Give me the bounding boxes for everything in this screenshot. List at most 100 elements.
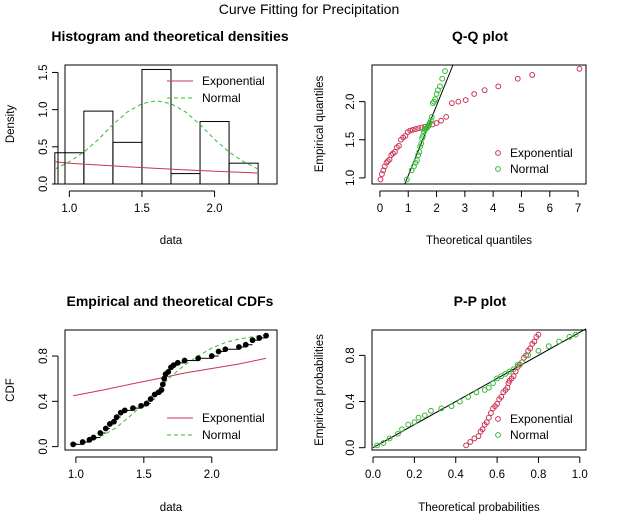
- qq-normal-point: [420, 133, 426, 139]
- qq-exponential-point: [409, 126, 416, 133]
- pp-legend-normal-marker: [495, 432, 501, 438]
- qq-exponential-point: [455, 98, 462, 105]
- pp-exponential-point: [527, 345, 534, 352]
- qq-normal-point: [415, 152, 422, 158]
- qq-exponential-point: [433, 120, 440, 126]
- pp-exponential-point: [467, 439, 474, 445]
- cdf-y-tick-label: 0.4: [38, 393, 50, 410]
- pp-exponential-point: [475, 433, 482, 440]
- cdf-empirical-point: [111, 418, 117, 425]
- qq-normal-point: [433, 91, 440, 97]
- pp-normal-point: [374, 442, 381, 449]
- qq-x-tick-label: 1: [405, 203, 411, 215]
- histogram-plot-box: [64, 64, 278, 185]
- cdf-plot-box: [64, 329, 278, 451]
- qq-exponential-point: [395, 142, 402, 149]
- qq-x-axis: 0 1 2 3 4 5 6 7: [377, 190, 581, 215]
- histogram-x-tick-label: 1.5: [134, 203, 150, 215]
- cdf-empirical-point: [70, 441, 77, 448]
- cdf-empirical-point: [147, 396, 154, 402]
- histogram-x-axis: 1.0 1.5 2.0: [61, 190, 223, 215]
- pp-normal-point: [456, 398, 463, 405]
- histogram-legend-exponential-label: Exponential: [202, 74, 265, 88]
- qq-legend-normal-label: Normal: [510, 162, 549, 176]
- pp-normal-point: [405, 421, 412, 428]
- pp-normal-point: [438, 405, 445, 412]
- pp-y-tick-label: 0.4: [345, 393, 357, 410]
- qq-exponential-point: [448, 100, 455, 107]
- qq-exponential-point: [379, 171, 385, 177]
- qq-normal-point: [403, 176, 410, 183]
- qq-normal-point: [416, 149, 423, 155]
- pp-x-axis: 0.0 0.2 0.4 0.6 0.8 1.0: [365, 456, 588, 481]
- histogram-y-tick-label: 1.0: [38, 102, 50, 118]
- qq-exponential-point: [415, 125, 422, 132]
- histogram-density-curves: [54, 100, 259, 174]
- qq-exponential-point: [514, 75, 521, 82]
- pp-legend: Exponential Normal: [495, 412, 573, 442]
- qq-y-tick-label: 1.5: [345, 132, 357, 148]
- histogram-bar: [170, 173, 201, 185]
- pp-x-tick-label: 0.2: [406, 469, 422, 481]
- cdf-empirical-points: [70, 332, 270, 448]
- cdf-empirical-point: [158, 387, 165, 393]
- histogram-exponential-density: [54, 161, 259, 174]
- qq-exponential-point: [407, 127, 414, 134]
- cdf-x-tick-label: 1.0: [68, 469, 84, 481]
- qq-xlabel: Theoretical quantiles: [426, 235, 532, 247]
- cdf-title: Empirical and theoretical CDFs: [67, 293, 274, 309]
- pp-exponential-point: [498, 394, 505, 400]
- qq-x-tick-label: 0: [377, 203, 383, 215]
- qq-exponential-point: [384, 158, 391, 165]
- pp-normal-point: [545, 343, 552, 350]
- cdf-theoretical-curves: [73, 334, 267, 445]
- pp-y-tick-label: 0.8: [345, 347, 357, 363]
- qq-title: Q-Q plot: [452, 28, 508, 44]
- qq-legend-exponential-label: Exponential: [510, 146, 573, 160]
- qq-exponential-point: [576, 65, 583, 72]
- qq-legend: Exponential Normal: [495, 146, 573, 176]
- cdf-empirical-point: [181, 357, 188, 364]
- histogram-bar: [199, 121, 230, 185]
- pp-x-tick-label: 0.4: [448, 469, 465, 481]
- pp-ylabel: Empirical probabilities: [314, 334, 326, 446]
- histogram-y-axis: 0.0 0.5 1.0 1.5: [38, 64, 59, 192]
- pp-normal-point: [535, 347, 542, 354]
- cdf-empirical-point: [249, 337, 256, 344]
- qq-exponential-point: [377, 176, 384, 183]
- cdf-empirical-point: [256, 335, 263, 341]
- pp-x-tick-label: 1.0: [572, 469, 588, 481]
- pp-normal-point: [428, 407, 434, 414]
- qq-panel: Q-Q plot 0 1 2 3 4 5 6 7 1.0 1.5 2.0 Theoretical …: [314, 28, 587, 247]
- pp-normal-point: [572, 331, 579, 338]
- histogram-bar: [141, 68, 172, 185]
- histogram-legend-normal-label: Normal: [202, 91, 241, 105]
- qq-normal-point: [437, 83, 443, 90]
- histogram-bar: [83, 110, 114, 185]
- qq-x-tick-label: 6: [547, 203, 553, 215]
- cdf-empirical-point: [165, 368, 172, 375]
- pp-normal-point: [411, 419, 418, 426]
- pp-exponential-point: [510, 373, 517, 380]
- cdf-empirical-point: [143, 400, 150, 407]
- histogram-legend: Exponential Normal: [167, 74, 265, 105]
- pp-normal-point: [490, 380, 496, 386]
- cdf-empirical-point: [79, 439, 86, 445]
- qq-normal-point: [418, 140, 425, 147]
- cdf-y-tick-label: 0.0: [38, 439, 50, 455]
- qq-reference-line: [404, 64, 454, 185]
- qq-exponential-point: [412, 126, 419, 132]
- pp-normal-point: [399, 426, 405, 433]
- cdf-empirical-point: [236, 344, 242, 350]
- cdf-empirical-point: [102, 425, 109, 432]
- qq-normal-point: [442, 68, 448, 75]
- pp-exponential-point: [523, 352, 529, 359]
- qq-normal-point: [414, 157, 420, 164]
- histogram-bar: [112, 141, 143, 185]
- qq-exponential-point: [481, 87, 488, 94]
- qq-normal-point: [428, 113, 435, 120]
- cdf-empirical-point: [215, 348, 222, 355]
- cdf-x-tick-label: 1.5: [136, 469, 152, 481]
- cdf-empirical-point: [121, 407, 128, 414]
- pp-normal-point: [386, 435, 393, 442]
